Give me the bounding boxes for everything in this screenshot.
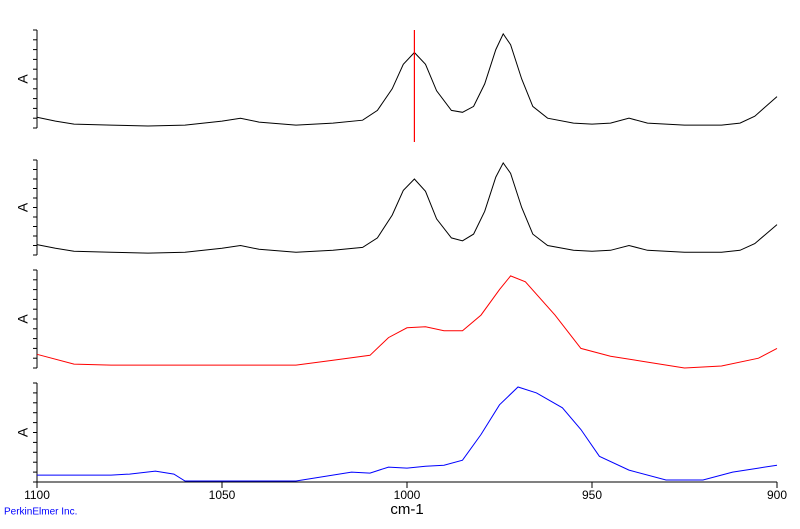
y-axis-label: A	[15, 427, 31, 437]
x-tick-label: 900	[767, 488, 787, 502]
footer: PerkinElmer Inc.	[4, 507, 77, 518]
x-tick-label: 1050	[209, 488, 236, 502]
y-axis-label: A	[15, 202, 31, 212]
spectrum-line	[36, 275, 778, 369]
x-tick-label: 1000	[394, 488, 421, 502]
y-axis-label: A	[15, 314, 31, 324]
spectrum-line	[37, 386, 778, 482]
y-axis-label: A	[15, 74, 31, 84]
spectrum-line	[36, 32, 778, 127]
x-axis-label: cm-1	[390, 501, 423, 518]
spectrum-line	[36, 161, 778, 254]
x-tick-label: 1100	[24, 488, 50, 502]
x-tick-label: 950	[582, 488, 602, 502]
